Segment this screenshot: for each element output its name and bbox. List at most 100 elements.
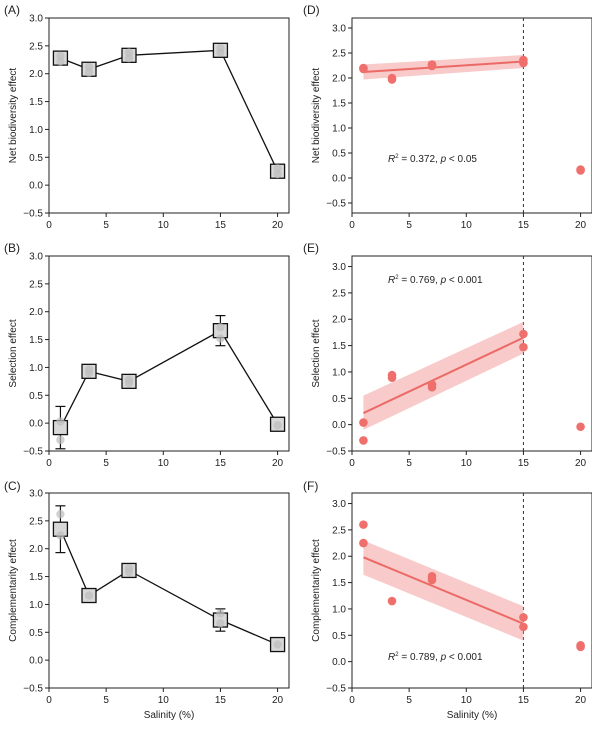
- fit-annotation: R2 = 0.372, p < 0.05: [388, 154, 477, 165]
- x-tick-label: 15: [215, 458, 227, 469]
- y-axis-label: Complementarity effect: [311, 539, 322, 642]
- y-tick-label: 1.5: [29, 572, 43, 583]
- x-tick-label: 10: [461, 458, 473, 469]
- y-tick-label: 2.0: [332, 315, 346, 326]
- y-tick-label: 2.5: [332, 288, 346, 299]
- y-tick-label: 2.0: [332, 74, 346, 85]
- y-tick-label: 3.0: [29, 14, 43, 25]
- raw-point: [124, 48, 134, 57]
- y-tick-label: 3.0: [29, 252, 43, 263]
- r2-value: = 0.769,: [399, 275, 441, 286]
- raw-point: [216, 619, 225, 628]
- x-tick-label: 15: [518, 695, 530, 706]
- data-point: [387, 75, 397, 84]
- fit-line: [363, 60, 524, 73]
- x-tick-label: 20: [575, 220, 587, 231]
- raw-point: [84, 62, 94, 72]
- y-tick-label: 2.0: [29, 69, 43, 80]
- y-tick-label: 1.0: [29, 600, 43, 611]
- y-tick-label: 0.0: [332, 174, 346, 185]
- r2-exponent: 2: [395, 154, 399, 160]
- y-tick-label: 0.5: [29, 153, 43, 164]
- y-tick-label: 3.0: [29, 489, 43, 500]
- y-tick-label: 0.0: [29, 181, 43, 192]
- r2-symbol: R: [388, 154, 395, 165]
- x-tick-label: 10: [461, 695, 473, 706]
- raw-point: [56, 509, 65, 519]
- y-tick-label: 1.0: [332, 124, 346, 135]
- y-tick-label: 1.5: [332, 578, 346, 589]
- plot-frame: [48, 17, 290, 214]
- data-point: [359, 520, 368, 529]
- y-tick-label: 0.5: [29, 391, 43, 402]
- plot-frame: [351, 492, 592, 689]
- data-point: [359, 418, 368, 427]
- y-tick-label: −0.5: [326, 684, 346, 695]
- panel-label: (A): [4, 3, 20, 17]
- p-symbol: p: [440, 275, 447, 286]
- x-tick-label: 5: [103, 695, 109, 706]
- panel-f: (F) −0.5 0.0 0.5 1.0 1.5 2.0 2.5 3.0 0 5 10 15 20 Comp…: [303, 479, 592, 721]
- x-tick-label: 0: [349, 220, 355, 231]
- fit-line: [363, 336, 524, 414]
- y-tick-label: 1.0: [332, 604, 346, 615]
- x-tick-label: 10: [158, 458, 170, 469]
- panel-label: (E): [303, 241, 319, 255]
- y-tick-label: 1.5: [332, 99, 346, 110]
- x-tick-label: 5: [406, 220, 412, 231]
- y-tick-label: 0.5: [332, 631, 346, 642]
- panel-a: (A) −0.5 0.0 0.5 1.0 1.5 2.0 2.5 3.0 0 5 10 15 20 Net …: [4, 3, 290, 231]
- fit-line: [363, 556, 524, 625]
- y-tick-label: −0.5: [23, 209, 43, 220]
- y-tick-label: 1.5: [29, 335, 43, 346]
- y-tick-label: 2.5: [29, 279, 43, 290]
- data-point: [427, 60, 437, 69]
- x-tick-label: 20: [272, 695, 284, 706]
- plot-frame: [48, 492, 290, 689]
- panel-label: (F): [303, 479, 318, 493]
- data-point: [519, 329, 528, 339]
- r2-symbol: R: [388, 275, 395, 286]
- y-tick-label: 1.0: [29, 125, 43, 136]
- raw-point: [124, 564, 134, 573]
- y-tick-label: 2.5: [29, 41, 43, 52]
- raw-point: [216, 609, 225, 618]
- plot-frame: [48, 255, 290, 452]
- r2-value: = 0.789,: [399, 652, 441, 663]
- y-axis-label: Net biodiversity effect: [311, 68, 322, 164]
- y-tick-label: 1.5: [332, 341, 346, 352]
- y-tick-label: 1.0: [332, 367, 346, 378]
- x-tick-label: 10: [158, 695, 170, 706]
- data-point: [387, 596, 397, 606]
- r2-value: = 0.372,: [399, 154, 441, 165]
- y-tick-label: −0.5: [326, 199, 346, 210]
- raw-point: [56, 435, 65, 445]
- x-tick-label: 20: [575, 695, 587, 706]
- y-axis-label: Selection effect: [8, 319, 19, 387]
- x-tick-label: 15: [518, 458, 530, 469]
- p-value: < 0.001: [446, 275, 483, 286]
- y-tick-label: −0.5: [326, 447, 346, 458]
- y-tick-label: −0.5: [23, 684, 43, 695]
- y-tick-label: 0.0: [332, 657, 346, 668]
- x-tick-label: 20: [272, 220, 284, 231]
- y-tick-label: 0.5: [332, 149, 346, 160]
- p-value: < 0.001: [446, 652, 483, 663]
- r2-symbol: R: [388, 652, 395, 663]
- raw-point: [56, 51, 65, 61]
- x-axis-label: Salinity (%): [144, 710, 195, 721]
- y-axis-label: Selection effect: [311, 319, 322, 387]
- y-tick-label: 2.5: [332, 49, 346, 60]
- x-tick-label: 20: [575, 458, 587, 469]
- panel-c: (C) −0.5 0.0 0.5 1.0 1.5 2.0 2.5 3.0 0 5 10 15 20 Comp…: [4, 479, 290, 721]
- data-point: [427, 571, 437, 581]
- r2-exponent: 2: [395, 652, 399, 658]
- y-tick-label: 2.0: [332, 552, 346, 563]
- x-tick-label: 0: [46, 220, 52, 231]
- raw-point: [84, 365, 94, 374]
- raw-point: [273, 164, 282, 173]
- y-tick-label: 3.0: [332, 499, 346, 510]
- raw-point: [216, 334, 225, 343]
- raw-point: [84, 591, 94, 600]
